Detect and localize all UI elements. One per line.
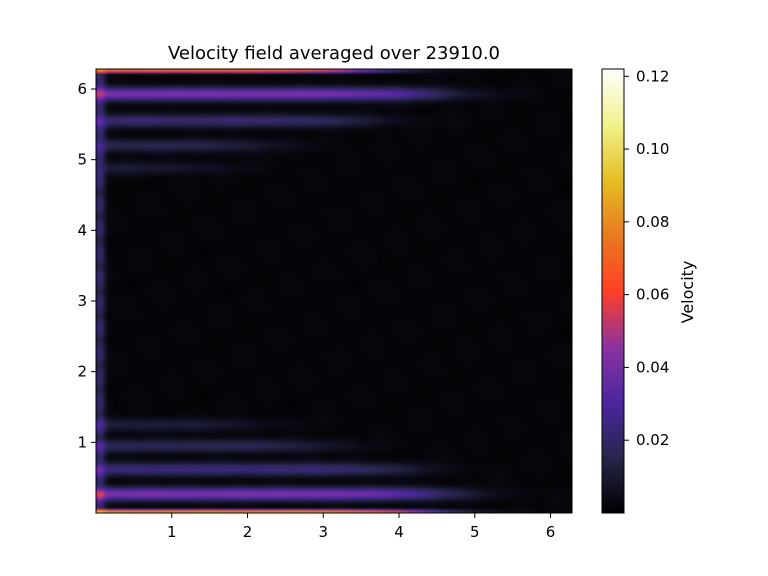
x-axis: 1 2 3 4 5 6 [167,513,555,541]
x-tick-label: 3 [318,523,328,541]
chart-title: Velocity field averaged over 23910.0 [168,43,500,64]
x-tick-label: 6 [546,523,556,541]
colorbar-tick-label: 0.08 [636,213,669,231]
colorbar-gradient [601,68,625,514]
y-tick-label: 5 [77,151,87,169]
x-tick-label: 5 [470,523,480,541]
colorbar-ticks: 0.02 0.04 0.06 0.08 0.10 0.12 [624,67,669,449]
colorbar-tick-label: 0.12 [636,67,669,85]
colorbar-tick-label: 0.06 [636,286,669,304]
y-tick-label: 3 [77,292,87,310]
x-tick-label: 2 [243,523,253,541]
colorbar-label: Velocity [678,261,697,324]
colorbar-tick-label: 0.02 [636,431,669,449]
y-tick-label: 6 [77,80,87,98]
plot-area [95,68,573,514]
y-tick-label: 2 [77,363,87,381]
colorbar-tick-label: 0.10 [636,140,669,158]
x-tick-label: 4 [394,523,404,541]
colorbar-tick-label: 0.04 [636,358,669,376]
x-tick-label: 1 [167,523,177,541]
y-tick-label: 1 [77,433,87,451]
y-axis: 1 2 3 4 5 6 [77,80,96,451]
colorbar: 0.02 0.04 0.06 0.08 0.10 0.12 Velocity [601,67,697,514]
y-tick-label: 4 [77,221,87,239]
plot-frame [95,68,573,514]
velocity-field-image [96,69,572,513]
